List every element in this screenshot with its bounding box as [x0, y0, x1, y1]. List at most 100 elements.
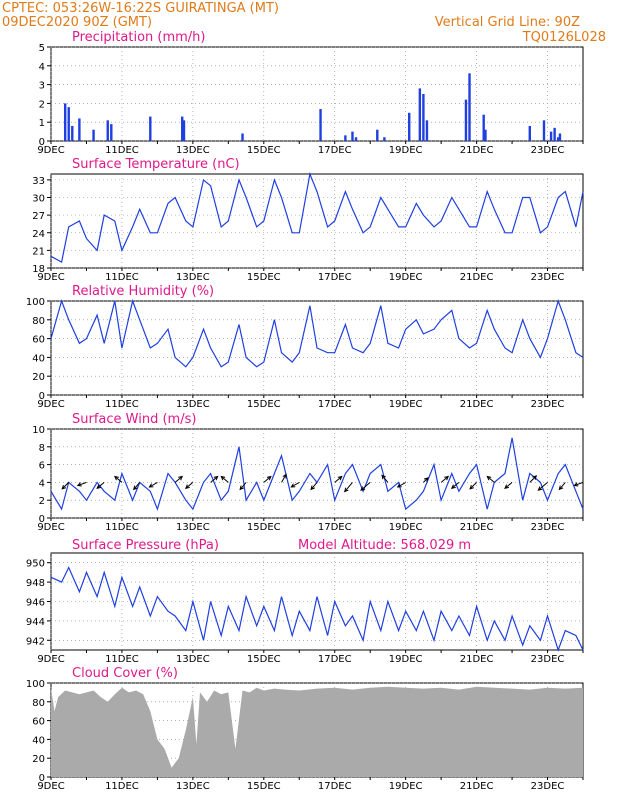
wind-xtick-label: 17DEC [318, 522, 352, 533]
wind-arrow-head [396, 483, 402, 488]
precip-ytick-label: 4 [39, 62, 45, 73]
wind-arrow [344, 482, 353, 492]
precip-xtick-label: 21DEC [460, 145, 494, 156]
model-id: TQ0126L028 [522, 30, 606, 45]
temp-xtick-label: 23DEC [531, 272, 565, 283]
precip-xtick-label: 19DEC [389, 145, 423, 156]
pressure-panel: 942 944 946 948 950 9DEC 11DEC 13DEC 15DEC 17DEC 1… [26, 538, 584, 665]
wind-arrow [210, 476, 218, 483]
precip-bar [181, 116, 184, 141]
wind-ytick-label: 4 [39, 478, 45, 489]
rh-frame [50, 300, 584, 396]
wind-arrow-head [558, 485, 564, 491]
wind-ytick-label: 0 [39, 514, 45, 525]
rh-ytick-label: 100 [26, 297, 45, 308]
precip-bar [468, 73, 471, 141]
precip-panel: 0 1 2 3 4 5 9DEC 11DEC 13DEC 15DEC 17DEC 19DEC 21DEC… [37, 30, 584, 156]
pressure-title: Surface Pressure (hPa) [72, 538, 219, 553]
wind-arrow [185, 482, 194, 489]
pressure-xtick-label: 21DEC [460, 654, 494, 665]
precip-bar [542, 120, 546, 141]
wind-arrow-head [213, 475, 219, 481]
precip-bar [418, 88, 422, 141]
cloud-ytick-label: 40 [32, 735, 45, 746]
wind-arrow [61, 482, 70, 490]
cloud-xtick-label: 15DEC [247, 781, 281, 792]
wind-arrow-head [220, 475, 226, 481]
wind-arrow [310, 482, 318, 490]
wind-arrow [397, 481, 406, 488]
pressure-xtick-label: 13DEC [176, 654, 210, 665]
precip-bar [425, 120, 429, 141]
rh-xtick-label: 15DEC [247, 399, 281, 410]
wind-arrow [486, 476, 495, 483]
wind-arrow-head [537, 486, 543, 491]
temp-xtick-label: 13DEC [176, 272, 210, 283]
precip-bar [241, 133, 244, 141]
precip-bar [376, 129, 379, 141]
precip-xtick-label: 11DEC [105, 145, 139, 156]
precip-frame [50, 46, 584, 142]
wind-arrow-head [444, 475, 450, 481]
wind-arrow-head [239, 485, 245, 491]
rh-ytick-label: 0 [39, 391, 45, 402]
temp-ytick-label: 21 [32, 246, 45, 257]
rh-xtick-label: 19DEC [389, 399, 423, 410]
cloud-xtick-label: 21DEC [460, 781, 494, 792]
rh-xtick-label: 17DEC [318, 399, 352, 410]
precip-ytick-label: 0 [39, 137, 45, 148]
wind-arrow [239, 482, 247, 490]
date-header: 09DEC2020 90Z (GMT) [2, 15, 152, 30]
wind-arrow-head [96, 484, 102, 490]
wind-xtick-label: 21DEC [460, 522, 494, 533]
wind-arrow-head [450, 484, 456, 490]
precip-xtick-label: 9DEC [37, 145, 64, 156]
cloud-xtick-label: 11DEC [105, 781, 139, 792]
precip-xtick-label: 17DEC [318, 145, 352, 156]
pressure-xtick-label: 15DEC [247, 654, 281, 665]
precip-ytick-label: 3 [39, 81, 45, 92]
temp-title: Surface Temperature (nC) [72, 157, 240, 172]
wind-arrow-head [360, 486, 366, 491]
precip-bar [556, 137, 560, 141]
wind-arrow-head [184, 484, 190, 490]
wind-arrow [574, 481, 584, 487]
cloud-xtick-label: 13DEC [176, 781, 210, 792]
precip-ytick-label: 1 [39, 118, 45, 129]
wind-arrow-head [61, 484, 67, 490]
precip-bar [182, 120, 186, 141]
temp-panel: 18 21 24 27 30 33 9DEC 11DEC 13DEC 15DEC 17DEC 19DE… [32, 157, 584, 283]
rh-panel: 0 20 40 60 80 100 9DEC 11DEC 13DEC 15DEC 17DEC 19DE… [26, 284, 584, 410]
temp-ytick-label: 24 [32, 229, 45, 240]
wind-arrow [334, 476, 343, 483]
rh-title: Relative Humidity (%) [72, 284, 214, 299]
temp-xtick-label: 21DEC [460, 272, 494, 283]
temp-ytick-label: 27 [32, 211, 45, 222]
precip-ytick-label: 5 [39, 43, 45, 54]
rh-ytick-label: 60 [32, 335, 45, 346]
wind-arrow [451, 482, 460, 489]
cloud-ytick-label: 100 [26, 679, 45, 690]
precip-xtick-label: 15DEC [247, 145, 281, 156]
wind-arrow-head [290, 483, 296, 488]
precip-bar [351, 131, 354, 141]
wind-arrow-head [266, 475, 272, 481]
temp-xtick-label: 15DEC [247, 272, 281, 283]
wind-arrow [504, 482, 513, 489]
cloud-area [51, 686, 583, 777]
cloud-ytick-label: 0 [39, 773, 45, 784]
precip-xtick-label: 23DEC [531, 145, 565, 156]
temp-ytick-label: 33 [32, 176, 45, 187]
wind-arrow [538, 482, 548, 491]
precip-bar [482, 114, 485, 141]
precip-bar [92, 129, 95, 141]
wind-arrow-head [178, 475, 184, 481]
pressure-ytick-label: 942 [26, 636, 45, 647]
wind-arrow [149, 481, 158, 488]
pressure-xtick-label: 17DEC [318, 654, 352, 665]
rh-xtick-label: 9DEC [37, 399, 64, 410]
wind-arrow [77, 481, 87, 487]
wind-xtick-label: 19DEC [389, 522, 423, 533]
rh-xtick-label: 21DEC [460, 399, 494, 410]
wind-arrow-head [337, 475, 343, 481]
